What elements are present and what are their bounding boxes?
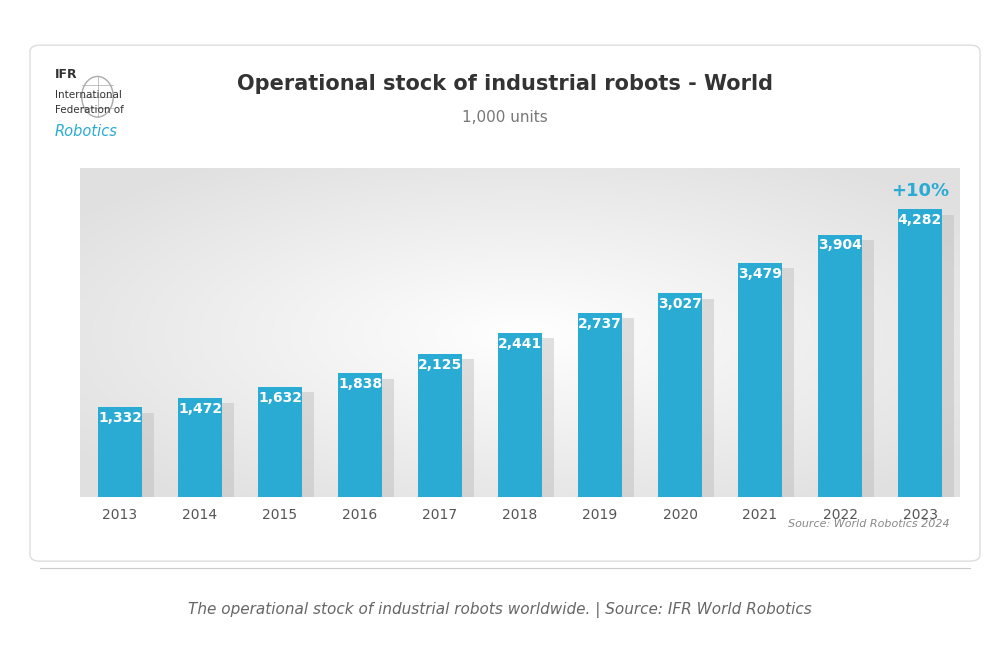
Bar — [738, 263, 782, 497]
Bar — [338, 373, 382, 497]
Bar — [658, 293, 702, 497]
Bar — [898, 209, 942, 497]
Text: 2,441: 2,441 — [498, 337, 542, 350]
Text: Robotics: Robotics — [55, 124, 118, 139]
Text: Federation of: Federation of — [55, 105, 124, 115]
Text: 1,472: 1,472 — [178, 402, 222, 415]
Bar — [746, 268, 794, 497]
Text: 1,632: 1,632 — [258, 391, 302, 405]
Bar — [258, 387, 302, 497]
Text: The operational stock of industrial robots worldwide. | Source: IFR World Roboti: The operational stock of industrial robo… — [188, 602, 812, 617]
Bar — [826, 240, 874, 497]
Text: 1,000 units: 1,000 units — [462, 110, 548, 124]
Text: International: International — [55, 90, 122, 101]
Bar — [106, 413, 154, 497]
Text: 1,332: 1,332 — [98, 411, 142, 425]
Bar — [178, 398, 222, 497]
Text: 3,027: 3,027 — [658, 297, 702, 311]
Text: Source: World Robotics 2024: Source: World Robotics 2024 — [788, 519, 950, 529]
Bar — [586, 318, 634, 497]
Text: +10%: +10% — [891, 183, 949, 201]
Bar — [506, 338, 554, 497]
Bar — [906, 215, 954, 497]
Bar — [186, 403, 234, 497]
Bar — [426, 359, 474, 497]
Bar — [346, 379, 394, 497]
Text: IFR: IFR — [55, 68, 78, 81]
Bar — [418, 354, 462, 497]
Text: 3,479: 3,479 — [738, 267, 782, 281]
Text: 3,904: 3,904 — [818, 238, 862, 252]
Bar — [818, 235, 862, 497]
Text: 2,125: 2,125 — [418, 358, 462, 372]
Text: 1,838: 1,838 — [338, 377, 382, 391]
Bar — [498, 333, 542, 497]
Bar — [98, 407, 142, 497]
Bar — [666, 299, 714, 497]
Text: 2,737: 2,737 — [578, 317, 622, 331]
Text: 4,282: 4,282 — [898, 213, 942, 227]
Text: Operational stock of industrial robots - World: Operational stock of industrial robots -… — [237, 74, 773, 94]
Bar — [578, 313, 622, 497]
Bar — [266, 392, 314, 497]
